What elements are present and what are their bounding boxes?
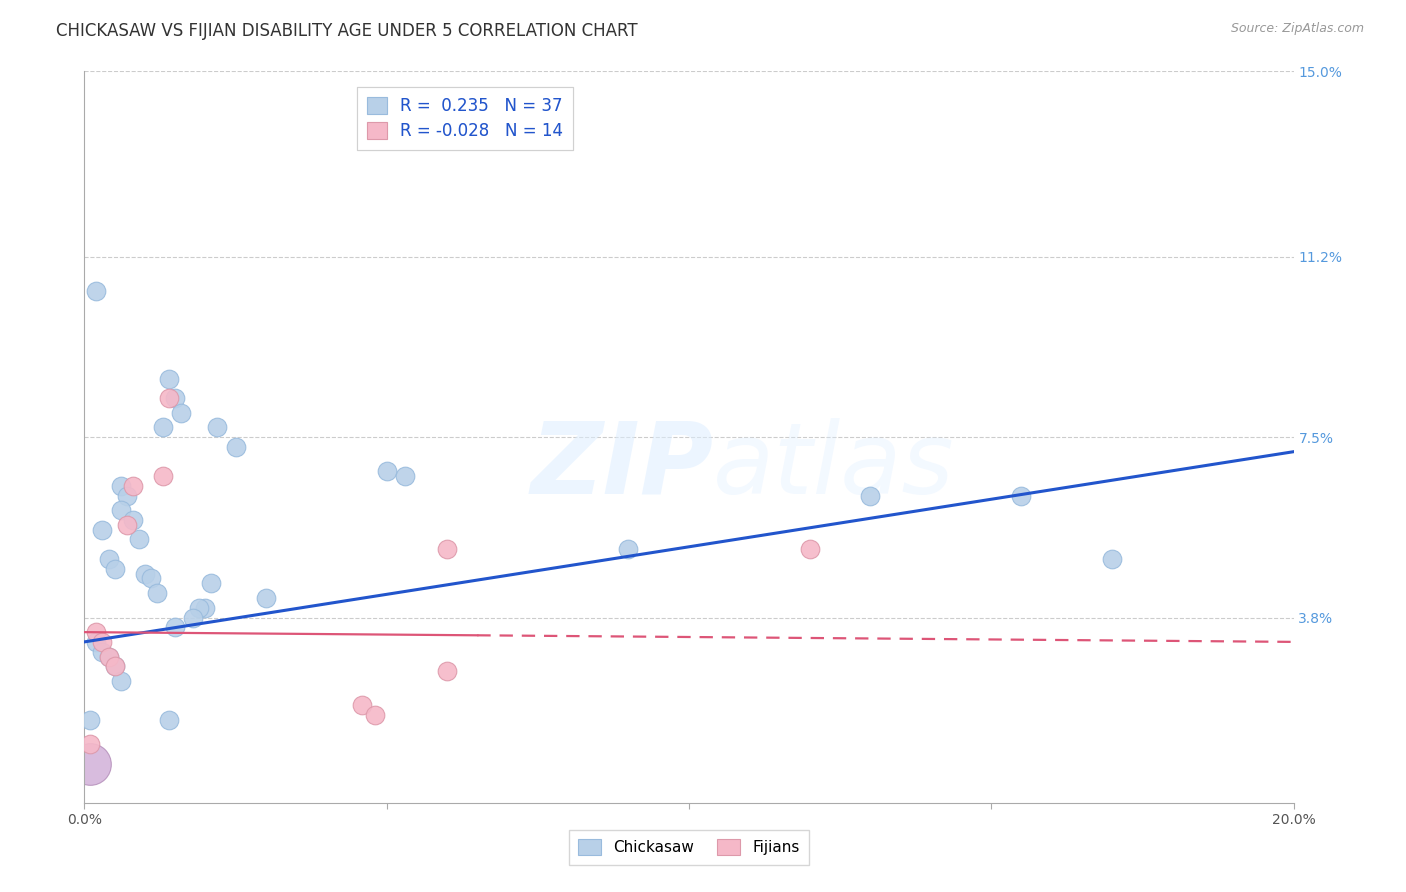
Point [1011, 489, 1033, 503]
Point [152, 469, 174, 483]
Point [104, 659, 127, 673]
Point [188, 600, 211, 615]
Point [110, 673, 132, 688]
Point [115, 489, 138, 503]
Point [352, 698, 374, 713]
Point [79, 713, 101, 727]
Point [799, 542, 821, 557]
Point [91, 523, 114, 537]
Point [436, 542, 458, 557]
Point [157, 371, 180, 385]
Point [1101, 552, 1123, 566]
Point [86, 625, 108, 640]
Point [97, 552, 120, 566]
Point [165, 620, 187, 634]
Point [134, 566, 156, 581]
Point [194, 600, 217, 615]
Text: ZIP: ZIP [530, 417, 713, 515]
Point [394, 469, 416, 483]
Point [86, 635, 108, 649]
Point [170, 406, 193, 420]
Point [617, 542, 640, 557]
Point [121, 513, 143, 527]
Text: Source: ZipAtlas.com: Source: ZipAtlas.com [1230, 22, 1364, 36]
Point [97, 649, 120, 664]
Point [152, 420, 174, 434]
Point [139, 572, 162, 586]
Point [165, 391, 187, 405]
Point [79, 737, 101, 751]
Text: atlas: atlas [713, 417, 955, 515]
Point [157, 391, 180, 405]
Point [121, 479, 143, 493]
Point [181, 610, 204, 624]
Text: CHICKASAW VS FIJIAN DISABILITY AGE UNDER 5 CORRELATION CHART: CHICKASAW VS FIJIAN DISABILITY AGE UNDER… [56, 22, 638, 40]
Point [115, 517, 138, 532]
Point [110, 503, 132, 517]
Point [375, 464, 398, 478]
Point [91, 635, 114, 649]
Point [859, 489, 882, 503]
Point [225, 440, 247, 454]
Legend: Chickasaw, Fijians: Chickasaw, Fijians [569, 830, 808, 864]
Point [104, 562, 127, 576]
Point [146, 586, 169, 600]
Point [110, 479, 132, 493]
Point [207, 420, 229, 434]
Point [91, 645, 114, 659]
Point [97, 649, 120, 664]
Point [86, 284, 108, 298]
Point [79, 756, 101, 771]
Point [128, 533, 150, 547]
Point [157, 713, 180, 727]
Point [254, 591, 277, 605]
Point [200, 576, 222, 591]
Point [436, 664, 458, 678]
Point [363, 708, 385, 723]
Point [104, 659, 127, 673]
